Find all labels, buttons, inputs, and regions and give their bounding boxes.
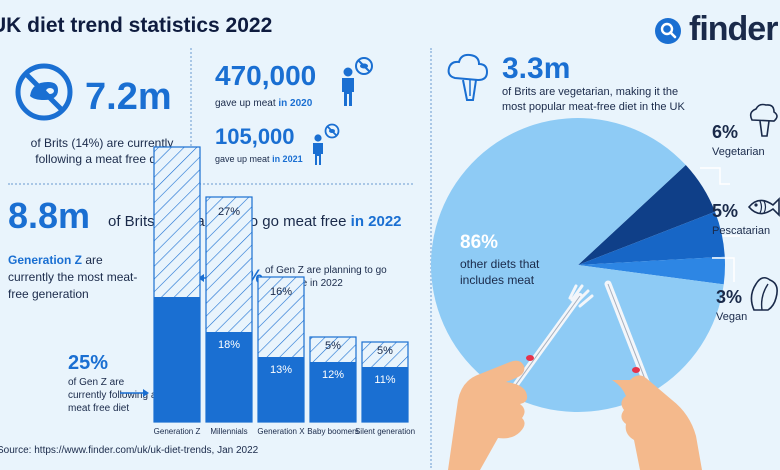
pie-label-pct: 5% — [712, 201, 739, 221]
no-meat-icon — [15, 63, 73, 121]
bar-current — [258, 357, 304, 422]
bar-value-label: 5% — [325, 340, 341, 352]
pie-slice — [578, 165, 716, 265]
bar-value-label: 12% — [322, 369, 344, 381]
pie-leader-line — [712, 257, 735, 282]
pie-label-desc: other diets that includes meat — [460, 257, 540, 287]
bar-group: 11% 5% Silent generation — [355, 341, 415, 436]
bar-group: 13% 16% Generation X — [257, 276, 305, 436]
bar-value-label: 13% — [270, 364, 292, 376]
bar-category-label: Generation Z — [154, 427, 201, 436]
finder-logo-text: finder — [689, 12, 778, 48]
finder-logo[interactable]: finder — [655, 12, 780, 52]
pie-slice — [578, 211, 725, 265]
bar-value-label: 16% — [270, 286, 292, 298]
broccoli-icon — [749, 103, 778, 137]
meat-free-count: 7.2m — [85, 76, 172, 118]
pie-label-pct: 6% — [712, 122, 739, 142]
divider — [8, 183, 413, 185]
bar-category-label: Baby boomers — [307, 427, 359, 436]
broccoli-icon — [447, 53, 489, 101]
bar-current — [310, 362, 356, 422]
pie-slice — [430, 117, 724, 412]
divider — [430, 48, 432, 468]
page-title: UK diet trend statistics 2022 — [0, 14, 273, 37]
bar-category-label: Silent generation — [355, 427, 415, 436]
vegetarian-count: 3.3m — [502, 52, 571, 85]
finder-logo-icon — [655, 18, 681, 44]
bar-group: 18% 27% Millennials — [205, 196, 253, 436]
pie-label-pct: 3% — [716, 287, 743, 307]
gave-up-2020-desc: gave up meat in 2020 — [215, 98, 313, 109]
pie-label-name: Vegetarian — [712, 146, 765, 158]
bar-value-label: 5% — [377, 345, 393, 357]
fork-and-knife-illustration — [448, 280, 702, 470]
bar-group: 12% 5% Baby boomers — [307, 336, 359, 436]
planning-count: 8.8m — [8, 195, 91, 236]
gave-up-2021-desc: gave up meat in 2021 — [215, 154, 303, 164]
pie-leader-line — [700, 167, 730, 185]
bar-current — [362, 367, 408, 422]
divider — [190, 48, 192, 178]
bar-value-label: 11% — [374, 374, 395, 386]
fish-icon — [747, 197, 780, 217]
vegetarian-desc: of Brits are vegetarian, making it the m… — [502, 86, 685, 113]
gave-up-2020-count: 470,000 — [215, 60, 317, 91]
bar-category-label: Millennials — [210, 427, 247, 436]
bar-value-label: 27% — [218, 206, 240, 218]
generation-bar-chart: Generation Z 18% 27% Millennials 13% 16% Gener… — [153, 146, 415, 436]
pie-slice — [578, 256, 725, 285]
person-no-meat-icon — [313, 123, 340, 165]
pie-label-name: Vegan — [716, 311, 748, 323]
bar-value-label: 18% — [218, 339, 240, 351]
bar-category-label: Generation X — [257, 427, 305, 436]
genz-note: Generation Z are currently the most meat… — [8, 253, 138, 301]
bar-current — [154, 297, 200, 422]
pie-label-name: Pescatarian — [712, 225, 771, 237]
lettuce-icon — [750, 276, 778, 311]
pie-label-pct: 86% — [460, 232, 499, 253]
person-no-meat-icon — [342, 57, 373, 106]
genz-current-desc: of Gen Z are currently following a meat … — [68, 377, 157, 414]
genz-current-pct: 25% — [68, 352, 109, 374]
meat-free-desc: of Brits (14%) are currently following a… — [30, 136, 174, 166]
source-note: Source: https://www.finder.com/uk/uk-die… — [0, 445, 259, 456]
bar-current — [206, 332, 252, 422]
bar-group: Generation Z — [153, 146, 201, 436]
gave-up-2021-count: 105,000 — [215, 124, 295, 149]
